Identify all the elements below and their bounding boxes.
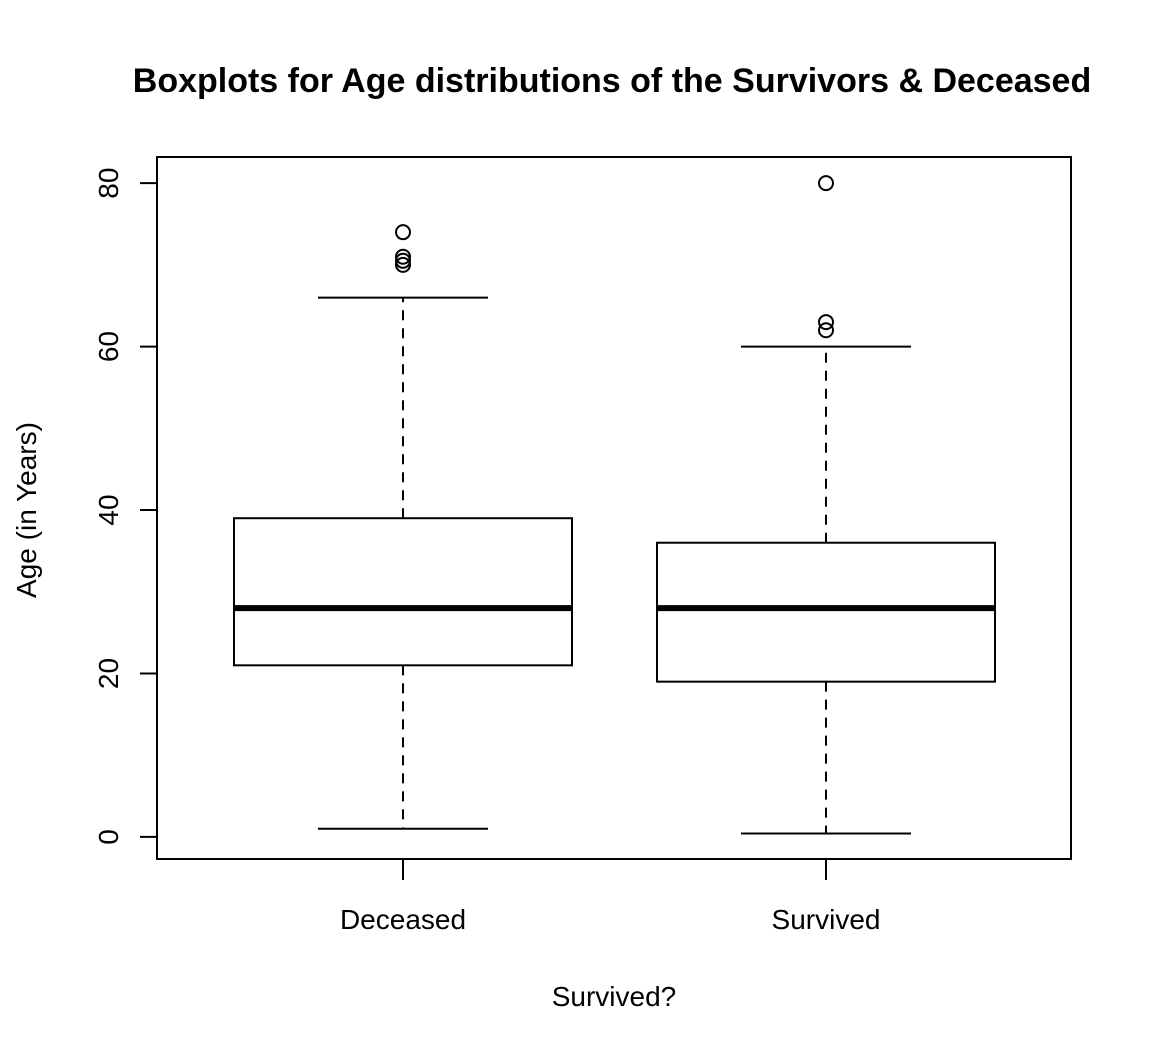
- y-tick-label-40: 40: [93, 494, 124, 525]
- y-axis: 0 20 40 60 80: [93, 168, 157, 845]
- outlier-point-survived-2: [818, 175, 834, 192]
- y-tick-label-0: 0: [93, 829, 124, 845]
- y-tick-label-20: 20: [93, 658, 124, 689]
- outlier-point-deceased-0: [395, 256, 411, 273]
- box-survived: [656, 175, 996, 835]
- x-axis-title: Survived?: [552, 981, 677, 1012]
- outlier-point-deceased-2: [395, 248, 411, 265]
- box-deceased: [233, 224, 573, 830]
- y-tick-label-60: 60: [93, 331, 124, 362]
- chart-title: Boxplots for Age distributions of the Su…: [133, 62, 1091, 100]
- outlier-point-survived-1: [818, 314, 834, 331]
- y-axis-title: Age (in Years): [11, 422, 42, 598]
- x-axis: Deceased Survived: [340, 859, 881, 935]
- outlier-point-deceased-1: [395, 252, 411, 269]
- plot-frame: [156, 156, 1072, 860]
- boxes: [233, 175, 996, 835]
- outlier-point-deceased-3: [395, 224, 411, 241]
- iqr-box-survived: [656, 541, 996, 683]
- y-tick-label-80: 80: [93, 168, 124, 199]
- x-tick-label-deceased: Deceased: [340, 904, 466, 935]
- iqr-box-deceased: [233, 517, 573, 667]
- x-tick-label-survived: Survived: [772, 904, 881, 935]
- outlier-point-survived-0: [818, 322, 834, 339]
